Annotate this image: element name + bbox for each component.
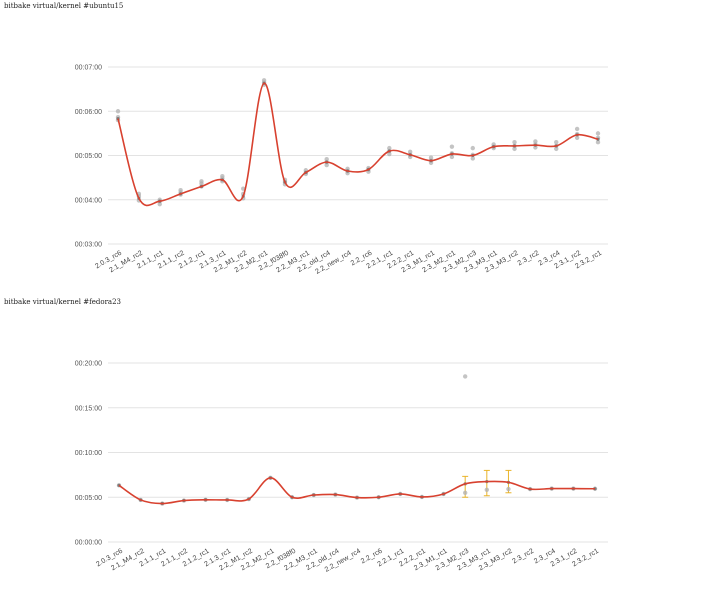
trend-line — [117, 82, 599, 207]
y-tick-label: 00:05:00 — [75, 153, 102, 160]
sample-point — [506, 486, 511, 492]
sample-point — [470, 145, 475, 151]
x-tick-label: 2.3_rc2 — [511, 548, 535, 566]
sample-point — [462, 374, 468, 379]
sample-point — [484, 487, 490, 492]
sample-point — [449, 144, 455, 149]
y-tick-label: 00:15:00 — [75, 405, 102, 412]
y-tick-label: 00:20:00 — [75, 361, 102, 368]
chart-fedora23: 00:00:00 00:05:00 00:10:00 00:15:00 00:20:00… — [75, 361, 608, 574]
y-tick-label: 00:07:00 — [75, 65, 102, 72]
y-tick-label: 00:05:00 — [75, 495, 102, 502]
sample-point — [554, 140, 559, 145]
y-tick-label: 00:00:00 — [75, 540, 102, 547]
sample-point — [595, 131, 601, 136]
y-tick-label: 00:06:00 — [75, 109, 102, 116]
y-tick-label: 00:04:00 — [75, 197, 102, 204]
sample-point — [462, 490, 468, 495]
sample-point — [574, 126, 580, 132]
sample-point — [595, 140, 601, 145]
sample-point — [199, 179, 204, 184]
sample-point — [574, 135, 580, 140]
sample-point — [115, 109, 121, 114]
y-tick-label: 00:03:00 — [75, 242, 102, 249]
sample-point — [470, 156, 475, 161]
x-tick-label: 2.3_rc2 — [517, 250, 541, 268]
chart-ubuntu15: 00:03:00 00:04:00 00:05:00 00:06:00 00:07:00… — [75, 65, 608, 276]
chart-title-fedora23: bitbake virtual/kernel #fedora23 — [4, 298, 121, 306]
sample-point — [512, 140, 517, 145]
y-tick-label: 00:10:00 — [75, 450, 102, 457]
chart-title-ubuntu15: bitbake virtual/kernel #ubuntu15 — [4, 2, 124, 10]
sample-point — [449, 154, 455, 160]
trend-line — [118, 477, 596, 505]
